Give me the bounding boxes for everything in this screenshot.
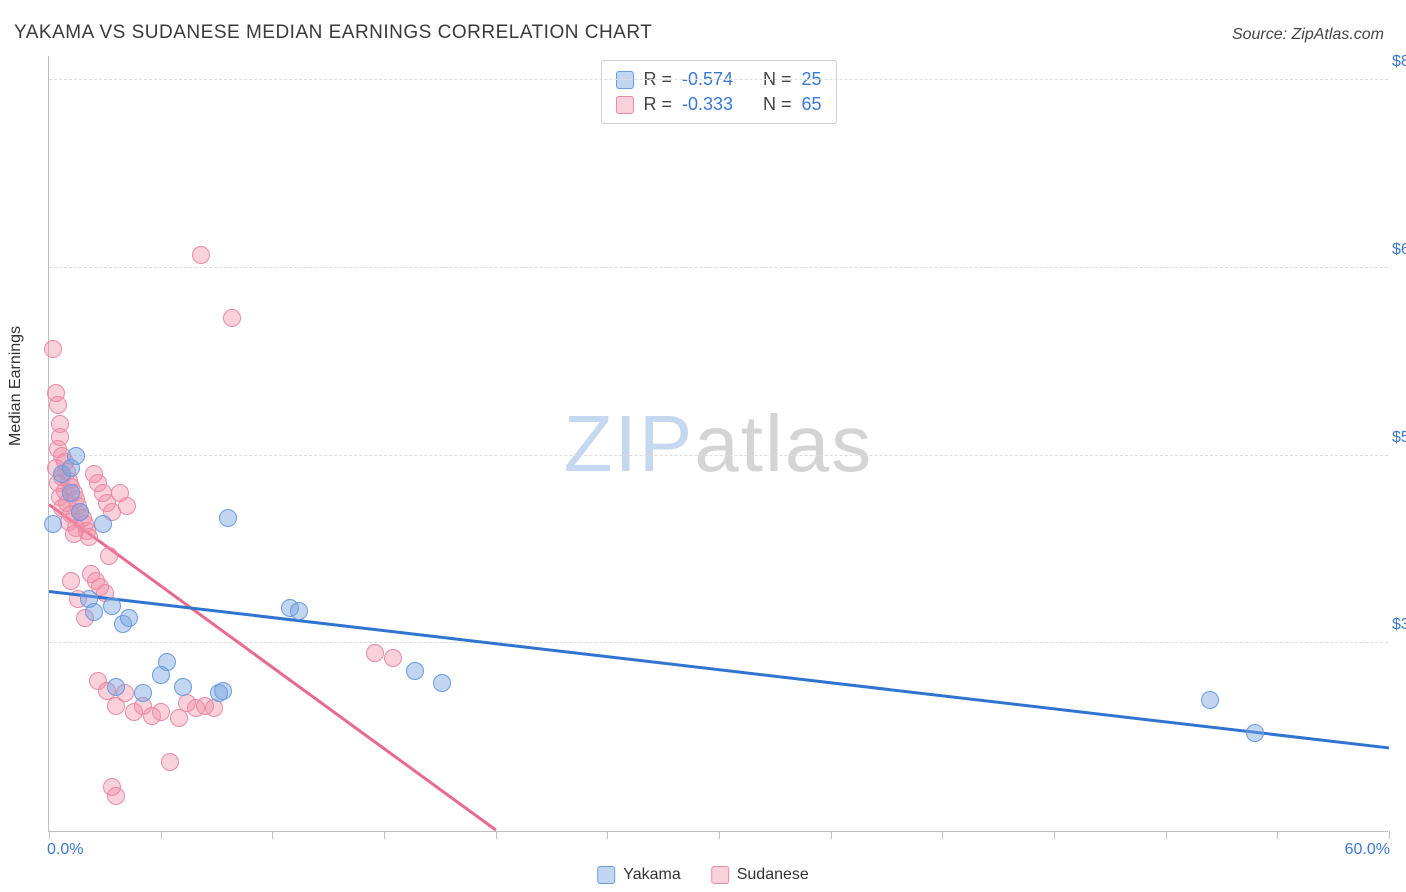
- x-tick: [1054, 831, 1055, 839]
- data-point: [49, 396, 67, 414]
- legend-label: Yakama: [623, 866, 681, 884]
- data-point: [71, 503, 89, 521]
- data-point: [94, 515, 112, 533]
- y-tick-label: $65,000: [1392, 241, 1406, 259]
- x-tick: [607, 831, 608, 839]
- data-point: [44, 340, 62, 358]
- x-axis-min-label: 0.0%: [47, 841, 83, 859]
- data-point: [366, 644, 384, 662]
- watermark: ZIPatlas: [564, 398, 873, 490]
- watermark-part1: ZIP: [564, 399, 694, 488]
- x-tick: [1277, 831, 1278, 839]
- data-point: [433, 674, 451, 692]
- y-axis-label: Median Earnings: [7, 326, 25, 446]
- legend-item-sudanese: Sudanese: [711, 866, 809, 884]
- data-point: [85, 603, 103, 621]
- r-label: R =: [643, 94, 672, 115]
- data-point: [62, 572, 80, 590]
- data-point: [406, 662, 424, 680]
- regression-line: [49, 590, 1389, 749]
- gridline: [49, 79, 1388, 80]
- x-tick: [161, 831, 162, 839]
- data-point: [1246, 724, 1264, 742]
- data-point: [223, 309, 241, 327]
- n-value: 65: [802, 94, 822, 115]
- gridline: [49, 267, 1388, 268]
- x-tick: [384, 831, 385, 839]
- data-point: [134, 684, 152, 702]
- data-point: [161, 753, 179, 771]
- data-point: [214, 682, 232, 700]
- data-point: [103, 597, 121, 615]
- data-point: [174, 678, 192, 696]
- r-value: -0.333: [682, 94, 733, 115]
- stats-row-sudanese: R = -0.333 N = 65: [615, 92, 821, 117]
- sudanese-swatch-icon: [615, 96, 633, 114]
- n-label: N =: [763, 94, 792, 115]
- x-tick: [831, 831, 832, 839]
- data-point: [62, 484, 80, 502]
- data-point: [219, 509, 237, 527]
- legend-label: Sudanese: [737, 866, 809, 884]
- y-tick-label: $80,000: [1392, 53, 1406, 71]
- x-tick: [1389, 831, 1390, 839]
- correlation-stats-legend: R = -0.574 N = 25 R = -0.333 N = 65: [600, 60, 836, 124]
- data-point: [290, 602, 308, 620]
- series-legend: Yakama Sudanese: [597, 866, 809, 884]
- x-axis-max-label: 60.0%: [1345, 841, 1390, 859]
- x-tick: [49, 831, 50, 839]
- data-point: [152, 703, 170, 721]
- watermark-part2: atlas: [694, 399, 873, 488]
- data-point: [384, 649, 402, 667]
- yakama-swatch-icon: [597, 866, 615, 884]
- data-point: [120, 609, 138, 627]
- data-point: [118, 497, 136, 515]
- chart-title: YAKAMA VS SUDANESE MEDIAN EARNINGS CORRE…: [14, 22, 652, 44]
- gridline: [49, 455, 1388, 456]
- sudanese-swatch-icon: [711, 866, 729, 884]
- data-point: [44, 515, 62, 533]
- x-tick: [496, 831, 497, 839]
- data-point: [107, 787, 125, 805]
- gridline: [49, 642, 1388, 643]
- y-tick-label: $35,000: [1392, 616, 1406, 634]
- data-point: [107, 678, 125, 696]
- source-attribution: Source: ZipAtlas.com: [1232, 26, 1384, 44]
- scatter-plot-area: ZIPatlas R = -0.574 N = 25 R = -0.333 N …: [48, 56, 1388, 832]
- data-point: [192, 246, 210, 264]
- data-point: [67, 447, 85, 465]
- data-point: [1201, 691, 1219, 709]
- legend-item-yakama: Yakama: [597, 866, 681, 884]
- data-point: [100, 547, 118, 565]
- y-tick-label: $50,000: [1392, 429, 1406, 447]
- x-tick: [1166, 831, 1167, 839]
- x-tick: [272, 831, 273, 839]
- x-tick: [719, 831, 720, 839]
- x-tick: [942, 831, 943, 839]
- data-point: [152, 666, 170, 684]
